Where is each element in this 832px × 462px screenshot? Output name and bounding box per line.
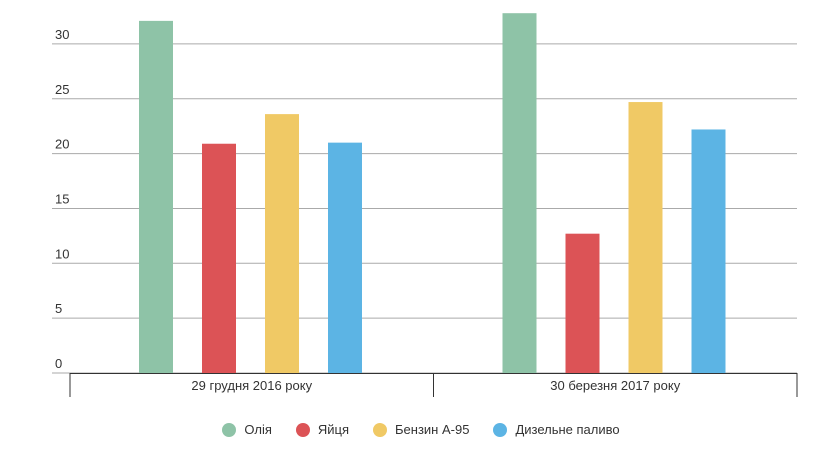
legend: Олія Яйця Бензин А-95 Дизельне паливо [0,422,832,437]
y-tick-label: 25 [55,82,69,97]
y-tick-label: 20 [55,137,69,152]
y-tick-label: 0 [55,356,62,371]
legend-item: Бензин А-95 [373,422,469,437]
legend-label: Яйця [317,422,350,437]
legend-label: Олія [244,422,272,437]
legend-swatch [493,422,508,437]
legend-swatch [295,422,310,437]
legend-label: Бензин А-95 [395,422,470,437]
legend-item: Олія [222,422,272,437]
bar [328,142,362,373]
y-tick-label: 5 [55,301,62,316]
legend-swatch [222,422,237,437]
y-tick-label: 30 [55,27,69,42]
legend-label: Дизельне паливо [515,422,620,437]
bar [139,20,173,373]
legend-swatch [373,422,388,437]
bar [502,13,537,373]
bar [202,143,236,373]
y-tick-label: 10 [55,246,69,261]
x-tick-label: 30 березня 2017 року [550,378,680,393]
chart: 0 5 10 15 20 25 30 29 грудня 2016 року 30 березн… [52,13,798,397]
bar [565,233,600,373]
legend-item: Яйця [295,422,350,437]
bar [628,102,663,373]
bar [691,129,726,373]
y-tick-label: 15 [55,191,69,206]
bar [265,114,299,374]
x-tick-label: 29 грудня 2016 року [191,378,312,393]
legend-item: Дизельне паливо [493,422,620,437]
